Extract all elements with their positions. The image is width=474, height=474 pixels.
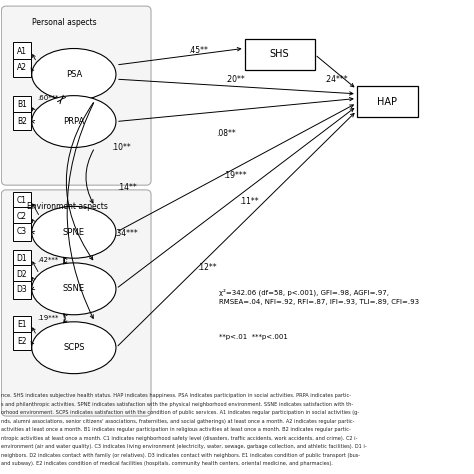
FancyBboxPatch shape bbox=[13, 250, 31, 268]
Text: C1: C1 bbox=[17, 196, 27, 205]
Ellipse shape bbox=[32, 263, 116, 315]
Text: PRPA: PRPA bbox=[63, 117, 84, 126]
FancyBboxPatch shape bbox=[13, 265, 31, 283]
Text: D1: D1 bbox=[17, 254, 27, 263]
FancyBboxPatch shape bbox=[13, 207, 31, 225]
Text: ntropic activities at least once a month. C1 indicates neighborhood safety level: ntropic activities at least once a month… bbox=[1, 436, 358, 441]
Text: .24***: .24*** bbox=[324, 74, 347, 83]
Text: SSNE: SSNE bbox=[63, 284, 85, 293]
Text: .60***: .60*** bbox=[37, 94, 59, 100]
FancyBboxPatch shape bbox=[13, 316, 31, 334]
Text: .42***: .42*** bbox=[37, 257, 59, 263]
Text: .08**: .08** bbox=[216, 129, 236, 138]
FancyBboxPatch shape bbox=[13, 192, 31, 210]
Text: .11**: .11** bbox=[239, 197, 259, 206]
Text: χ²=342.06 (df=58, p<.001), GFI=.98, AGFI=.97,
RMSEA=.04, NFI=.92, RFI=.87, IFI=.: χ²=342.06 (df=58, p<.001), GFI=.98, AGFI… bbox=[219, 289, 419, 305]
Text: .34***: .34*** bbox=[114, 229, 137, 238]
Text: and subway). E2 indicates condition of medical facilities (hospitals, community : and subway). E2 indicates condition of m… bbox=[1, 461, 333, 466]
Text: E2: E2 bbox=[17, 337, 27, 346]
FancyBboxPatch shape bbox=[245, 39, 315, 70]
Text: nds, alumni associations, senior citizens' associations, fraternities, and socia: nds, alumni associations, senior citizen… bbox=[1, 419, 355, 424]
Text: .19***: .19*** bbox=[37, 315, 59, 321]
Text: C2: C2 bbox=[17, 212, 27, 221]
Text: neighbors. D2 indicates contact with family (or relatives). D3 indicates contact: neighbors. D2 indicates contact with fam… bbox=[1, 453, 360, 458]
Text: PSA: PSA bbox=[66, 70, 82, 79]
Text: D2: D2 bbox=[17, 270, 27, 279]
Text: B2: B2 bbox=[17, 117, 27, 126]
FancyBboxPatch shape bbox=[13, 59, 31, 77]
Text: **p<.01  ***p<.001: **p<.01 ***p<.001 bbox=[219, 334, 288, 339]
Text: .10**: .10** bbox=[111, 143, 130, 152]
Text: Environment aspects: Environment aspects bbox=[27, 201, 108, 210]
Text: .19***: .19*** bbox=[223, 171, 247, 180]
Text: SPNE: SPNE bbox=[63, 228, 85, 237]
Text: D3: D3 bbox=[17, 285, 27, 294]
FancyBboxPatch shape bbox=[13, 281, 31, 299]
Text: C3: C3 bbox=[17, 228, 27, 237]
Text: .12**: .12** bbox=[197, 263, 217, 272]
FancyBboxPatch shape bbox=[1, 190, 151, 416]
Text: .45**: .45** bbox=[188, 46, 208, 55]
Ellipse shape bbox=[32, 96, 116, 147]
Ellipse shape bbox=[32, 48, 116, 100]
FancyBboxPatch shape bbox=[13, 223, 31, 241]
FancyBboxPatch shape bbox=[357, 86, 418, 117]
Text: Personal aspects: Personal aspects bbox=[32, 18, 96, 27]
FancyBboxPatch shape bbox=[13, 96, 31, 114]
Text: B1: B1 bbox=[17, 100, 27, 109]
Text: A2: A2 bbox=[17, 64, 27, 73]
FancyBboxPatch shape bbox=[13, 112, 31, 130]
FancyBboxPatch shape bbox=[1, 6, 151, 185]
Text: s and philanthropic activities. SPNE indicates satisfaction with the physical ne: s and philanthropic activities. SPNE ind… bbox=[1, 402, 354, 407]
Ellipse shape bbox=[32, 206, 116, 258]
Text: E1: E1 bbox=[17, 320, 27, 329]
Text: nce. SHS indicates subjective health status. HAP indicates happiness. PSA indica: nce. SHS indicates subjective health sta… bbox=[1, 393, 351, 399]
Text: A1: A1 bbox=[17, 47, 27, 56]
Text: environment (air and water quality). C3 indicates living environment (electricit: environment (air and water quality). C3 … bbox=[1, 444, 367, 449]
Text: SCPS: SCPS bbox=[63, 343, 85, 352]
FancyBboxPatch shape bbox=[13, 332, 31, 350]
Text: activities at least once a month. B1 indicates regular participation in religiou: activities at least once a month. B1 ind… bbox=[1, 428, 351, 432]
Text: HAP: HAP bbox=[377, 97, 397, 107]
Text: SHS: SHS bbox=[270, 49, 290, 59]
Text: .20**: .20** bbox=[225, 74, 245, 83]
Text: .14**: .14** bbox=[117, 183, 137, 192]
FancyBboxPatch shape bbox=[13, 42, 31, 60]
Ellipse shape bbox=[32, 322, 116, 374]
Text: orhood environment. SCPS indicates satisfaction with the condition of public ser: orhood environment. SCPS indicates satis… bbox=[1, 410, 359, 415]
